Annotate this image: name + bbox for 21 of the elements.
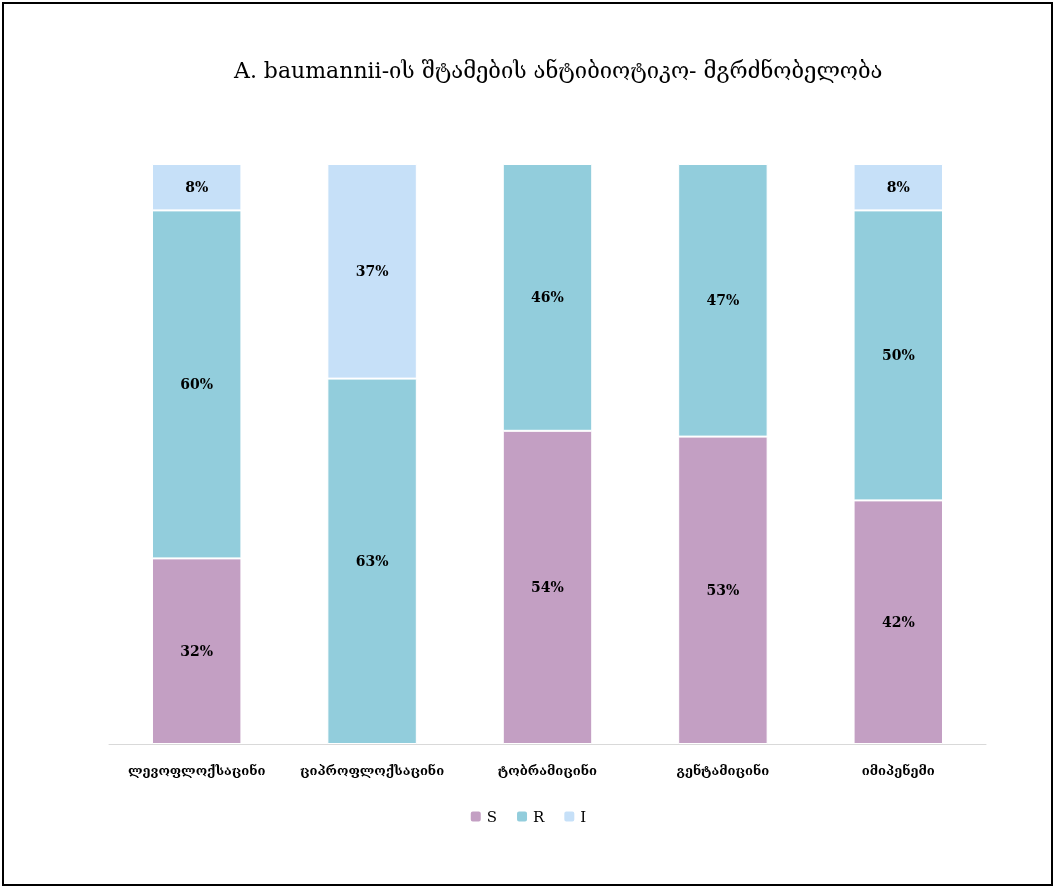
data-label: 8%: [886, 179, 910, 196]
data-label: 46%: [531, 289, 564, 306]
data-label: 60%: [180, 376, 214, 393]
data-label: 53%: [706, 582, 740, 599]
legend-label: I: [580, 807, 587, 826]
x-tick-label: ლევოფლოქსაცინი: [127, 763, 266, 778]
chart-title: A. baumannii-ის შტამების ანტიბიოტიკო- მგრძნობელობა: [233, 57, 883, 83]
x-tick-label: ტობრამიცინი: [498, 763, 597, 778]
data-label: 42%: [881, 614, 915, 631]
data-label: 37%: [355, 263, 389, 280]
legend-label: R: [533, 807, 546, 826]
data-label: 47%: [706, 292, 740, 309]
x-tick-label: ციპროფლოქსაცინი: [300, 763, 445, 778]
data-label: 32%: [180, 643, 214, 660]
data-label: 63%: [355, 553, 389, 570]
data-label: 50%: [881, 347, 915, 364]
data-label: 54%: [531, 579, 564, 596]
legend-label: S: [486, 807, 498, 826]
x-tick-label: იმიპენემი: [861, 763, 935, 778]
data-label: 8%: [185, 179, 209, 196]
x-tick-label: გენტამიცინი: [676, 763, 770, 778]
